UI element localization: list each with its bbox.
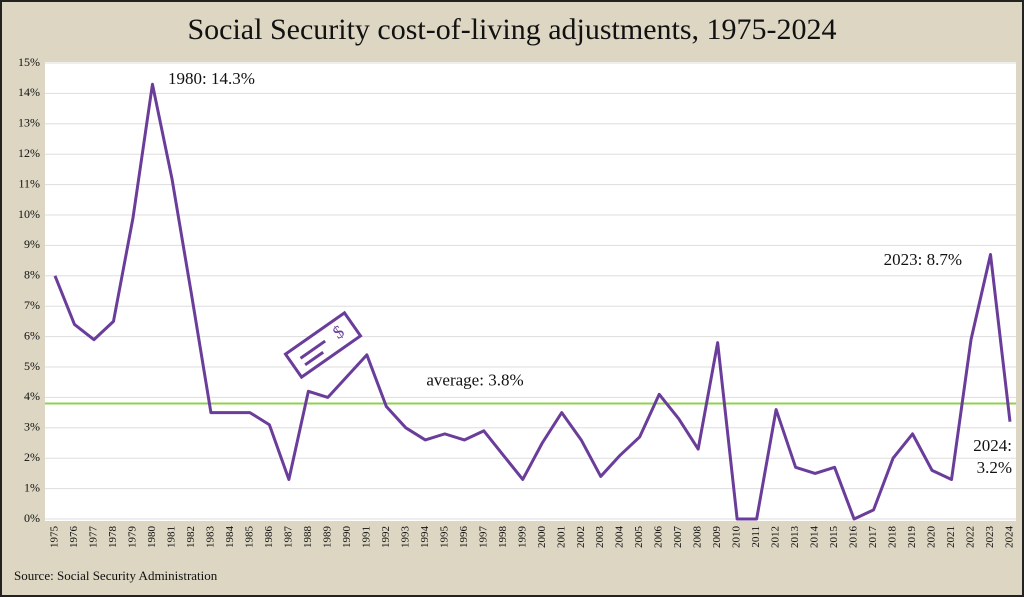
chart-title: Social Security cost-of-living adjustmen…	[187, 13, 836, 46]
y-tick-label: 13%	[18, 116, 40, 130]
x-tick-label: 2002	[575, 526, 587, 548]
x-tick-label: 2016	[848, 526, 860, 549]
x-tick-label: 1975	[49, 526, 61, 549]
y-tick-label: 4%	[24, 389, 40, 403]
x-tick-label: 1997	[477, 526, 489, 549]
annotation: 1980: 14.3%	[168, 69, 255, 88]
x-tick-label: 1995	[438, 526, 450, 549]
y-tick-label: 15%	[18, 55, 40, 69]
x-tick-label: 2009	[711, 526, 723, 549]
x-tick-label: 1991	[360, 526, 372, 548]
x-tick-label: 1987	[282, 526, 294, 549]
x-tick-label: 1993	[399, 526, 411, 549]
x-tick-label: 1998	[497, 526, 509, 549]
x-tick-label: 2011	[750, 526, 762, 548]
marks: average: 3.8% 1980: 14.3% 2023: 8.7% 2024: 3…	[45, 69, 1016, 521]
y-tick-label: 11%	[18, 176, 40, 190]
x-tick-label: 1988	[302, 526, 314, 549]
x-tick-label: 2019	[906, 526, 918, 549]
x-tick-label: 1989	[321, 526, 333, 549]
plot-area	[45, 62, 1016, 521]
y-tick-label: 14%	[18, 85, 40, 99]
x-tick-label: 2003	[594, 526, 606, 549]
x-tick-label: 2005	[633, 526, 645, 549]
x-tick-label: 2015	[828, 526, 840, 549]
source: Source: Social Security Administration	[14, 568, 218, 583]
x-tick-label: 1983	[204, 526, 216, 549]
average-label: average: 3.8%	[426, 370, 523, 389]
check-line	[299, 339, 326, 360]
check-line	[304, 350, 325, 367]
x-tick-label: 1977	[88, 526, 100, 549]
y-tick-label: 1%	[24, 480, 40, 494]
annotation: 2024:	[973, 436, 1012, 455]
x-tick-label: 2020	[926, 526, 938, 549]
y-tick-label: 3%	[24, 420, 40, 434]
x-tick-label: 1986	[263, 526, 275, 549]
x-tick-label: 1982	[185, 526, 197, 548]
x-tick-label: 1976	[68, 526, 80, 549]
y-tick-label: 6%	[24, 328, 40, 342]
x-tick-label: 1980	[146, 526, 158, 549]
x-tick-label: 2022	[965, 526, 977, 548]
x-tick-label: 1985	[243, 526, 255, 549]
y-tick-label: 0%	[24, 511, 40, 525]
y-tick-label: 9%	[24, 237, 40, 251]
x-tick-label: 2007	[672, 526, 684, 549]
x-tick-label: 2008	[692, 526, 704, 549]
x-tick-label: 1984	[224, 526, 236, 549]
check-body	[283, 310, 363, 380]
x-tick-label: 2021	[945, 526, 957, 548]
x-tick-label: 1999	[516, 526, 528, 549]
y-tick-label: 10%	[18, 207, 40, 221]
x-tick-label: 2012	[770, 526, 782, 548]
x-tick-label: 1990	[341, 526, 353, 549]
x-tick-label: 2000	[536, 526, 548, 549]
y-tick-label: 7%	[24, 298, 40, 312]
grid: 0% 1% 2% 3% 4% 5% 6% 7% 8% 9% 10% 11% 12% 13% 14% 15% 19…	[18, 55, 1016, 548]
x-tick-label: 2006	[653, 526, 665, 549]
x-tick-label: 2024	[1004, 526, 1016, 549]
x-tick-label: 2013	[789, 526, 801, 549]
y-tick-label: 12%	[18, 146, 40, 160]
x-tick-label: 1996	[458, 526, 470, 549]
annotation: 2023: 8.7%	[884, 250, 962, 269]
x-tick-label: 2023	[984, 526, 996, 549]
series-line	[53, 82, 1012, 521]
x-tick-label: 2017	[867, 526, 879, 549]
x-tick-label: 1992	[380, 526, 392, 548]
x-tick-label: 1981	[165, 526, 177, 548]
check-icon: $	[283, 310, 363, 380]
x-tick-label: 1979	[126, 526, 138, 549]
x-tick-label: 1978	[107, 526, 119, 549]
x-tick-label: 2010	[731, 526, 743, 549]
y-tick-label: 8%	[24, 268, 40, 282]
x-tick-label: 2001	[555, 526, 567, 548]
x-tick-label: 2018	[887, 526, 899, 549]
x-tick-label: 2004	[614, 526, 626, 549]
y-tick-label: 2%	[24, 450, 40, 464]
x-tick-label: 2014	[809, 526, 821, 549]
y-tick-label: 5%	[24, 359, 40, 373]
annotation: 3.2%	[977, 458, 1012, 477]
x-tick-label: 1994	[419, 526, 431, 549]
